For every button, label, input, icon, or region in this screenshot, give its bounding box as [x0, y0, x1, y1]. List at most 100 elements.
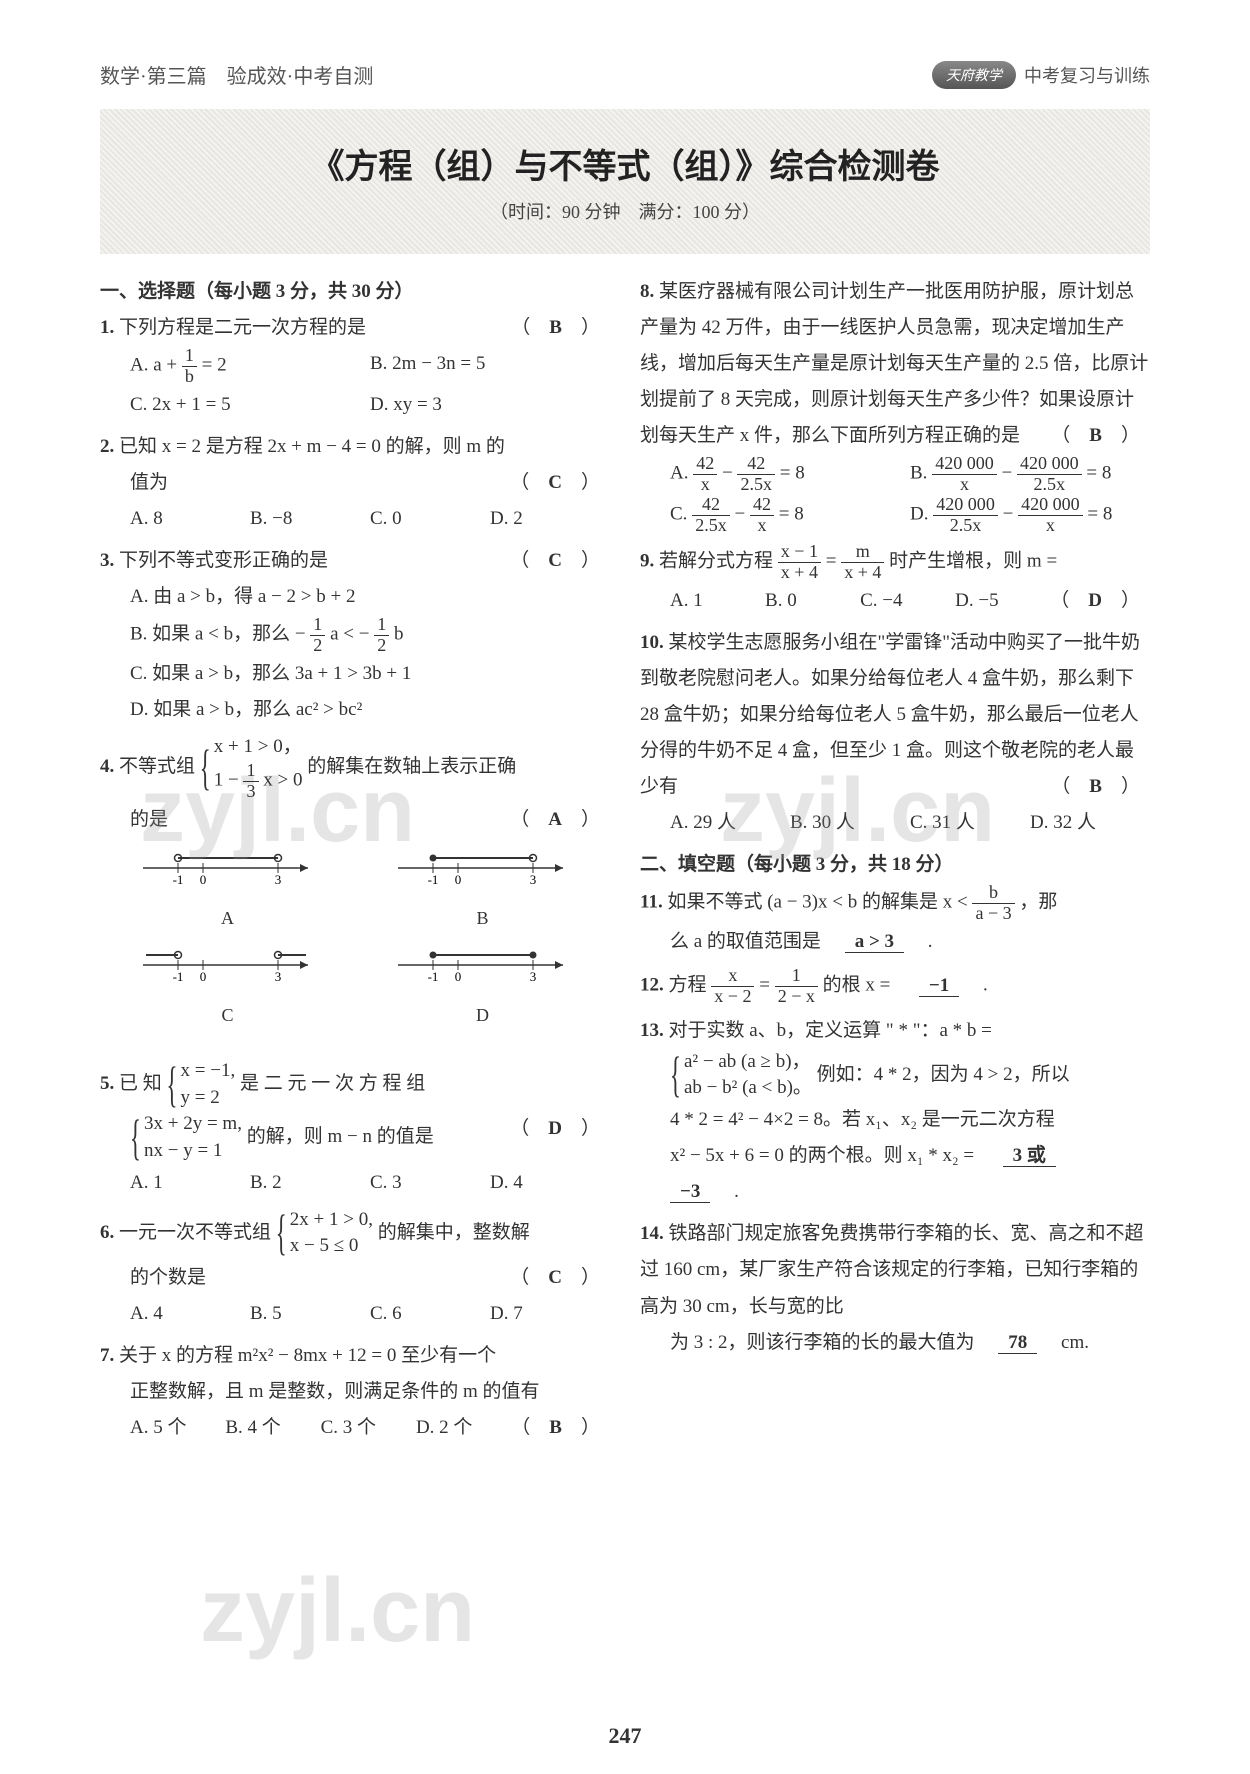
- q2-optC: C. 0: [370, 501, 490, 537]
- q8-optC: C. 422.5x − 42x = 8: [670, 495, 910, 536]
- q8-num: 8.: [640, 281, 654, 302]
- q5-pre: 已 知: [119, 1073, 167, 1094]
- q10-optD: D. 32 人: [1030, 805, 1150, 841]
- q2-num: 2.: [100, 436, 114, 457]
- q11-text2-pre: 么 a 的取值范围是: [670, 931, 840, 952]
- svg-text:-1: -1: [427, 872, 438, 887]
- q6-sys: 2x + 1 > 0, x − 5 ≤ 0: [276, 1207, 373, 1260]
- q13-sys: a² − ab (a ≥ b)， ab − b² (a < b)。: [670, 1049, 812, 1102]
- q6-text2: 的个数是: [130, 1267, 206, 1288]
- question-1: 1. 下列方程是二元一次方程的是 （ B ） A. a + 1b = 2 B. …: [100, 310, 610, 423]
- question-3: 3. 下列不等式变形正确的是 （ C ） A. 由 a > b，得 a − 2 …: [100, 543, 610, 728]
- q1-optB: B. 2m − 3n = 5: [370, 346, 610, 387]
- q5-answer: （ D ）: [510, 1111, 600, 1147]
- q9-optB: B. 0: [765, 583, 860, 619]
- svg-text:0: 0: [454, 969, 461, 984]
- page-title: 《方程（组）与不等式（组）》综合检测卷: [120, 139, 1130, 188]
- q9-optA: A. 1: [670, 583, 765, 619]
- section-2-header: 二、填空题（每小题 3 分，共 18 分）: [640, 847, 1150, 883]
- q4-post: 的解集在数轴上表示正确: [307, 756, 516, 777]
- q13-num: 13.: [640, 1020, 664, 1041]
- question-14: 14. 铁路部门规定旅客免费携带行李箱的长、宽、高之和不超过 160 cm，某厂…: [640, 1216, 1150, 1360]
- q8-optA: A. 42x − 422.5x = 8: [670, 454, 910, 495]
- q10-options: A. 29 人 B. 30 人 C. 31 人 D. 32 人: [640, 805, 1150, 841]
- q2-optB: B. −8: [250, 501, 370, 537]
- q1-options: A. a + 1b = 2 B. 2m − 3n = 5 C. 2x + 1 =…: [100, 346, 610, 423]
- q1-optA: A. a + 1b = 2: [130, 346, 370, 387]
- header-right: 天府教学 中考复习与训练: [932, 61, 1150, 89]
- q7-optB: B. 4 个: [225, 1410, 320, 1446]
- q2-text2: 值为: [130, 472, 168, 493]
- q7-optA: A. 5 个: [130, 1410, 225, 1446]
- q2-answer: （ C ）: [510, 465, 600, 501]
- q3-optB: B. 如果 a < b，那么 − 12 a < − 12 b: [100, 615, 610, 656]
- q3-optD: D. 如果 a > b，那么 ac² > bc²: [100, 692, 610, 728]
- svg-text:-1: -1: [427, 969, 438, 984]
- q1-answer: （ B ）: [511, 310, 600, 346]
- q10-answer: （ B ）: [1051, 769, 1140, 805]
- q6-answer: （ C ）: [510, 1260, 600, 1296]
- question-9: 9. 若解分式方程 x − 1x + 4 = mx + 4 时产生增根，则 m …: [640, 542, 1150, 619]
- q7-text2: 正整数解，且 m 是整数，则满足条件的 m 的值有: [100, 1374, 610, 1410]
- q9-optC: C. −4: [860, 583, 955, 619]
- svg-text:-1: -1: [172, 872, 183, 887]
- q9-options: A. 1 B. 0 C. −4 D. −5: [640, 583, 1050, 619]
- q1-optC: C. 2x + 1 = 5: [130, 387, 370, 423]
- svg-text:3: 3: [274, 872, 281, 887]
- q4-nl-C: -103 C: [113, 945, 343, 1032]
- q1-optD: D. xy = 3: [370, 387, 610, 423]
- question-11: 11. 如果不等式 (a − 3)x < b 的解集是 x < ba − 3 ，…: [640, 883, 1150, 960]
- q5-sys1: x = −1, y = 2: [167, 1058, 236, 1111]
- q5-post: 的解，则 m − n 的值是: [247, 1126, 434, 1147]
- q5-num: 5.: [100, 1073, 114, 1094]
- q14-text2-post: cm.: [1042, 1332, 1089, 1353]
- q6-optA: A. 4: [130, 1296, 250, 1332]
- q7-num: 7.: [100, 1345, 114, 1366]
- q7-answer: （ B ）: [511, 1410, 600, 1446]
- brand-logo: 天府教学: [932, 61, 1016, 89]
- q3-optC: C. 如果 a > b，那么 3a + 1 > 3b + 1: [100, 656, 610, 692]
- q8-answer: （ B ）: [1051, 418, 1140, 454]
- q13-text2: 4 * 2 = 4² − 4×2 = 8。若 x₁、x₂ 是一元二次方程: [640, 1102, 1150, 1138]
- page-subtitle: （时间：90 分钟 满分：100 分）: [120, 198, 1130, 224]
- q7-optC: C. 3 个: [321, 1410, 416, 1446]
- q13-text3-post: .: [715, 1181, 739, 1202]
- question-8: 8. 某医疗器械有限公司计划生产一批医用防护服，原计划总产量为 42 万件，由于…: [640, 274, 1150, 536]
- q6-pre: 一元一次不等式组: [119, 1222, 276, 1243]
- q13-post1: 例如：4 * 2，因为 4 > 2，所以: [817, 1064, 1070, 1085]
- question-4: 4. 不等式组 x + 1 > 0， 1 − 13 x > 0 的解集在数轴上表…: [100, 734, 610, 1052]
- q4-text2: 的是: [130, 809, 168, 830]
- q11-answer: a > 3: [845, 931, 904, 953]
- q7-optD: D. 2 个: [416, 1410, 511, 1446]
- q11-post: ，那: [1019, 892, 1057, 913]
- svg-text:3: 3: [274, 969, 281, 984]
- q5-optB: B. 2: [250, 1165, 370, 1201]
- header-left: 数学·第三篇 验成效·中考自测: [100, 60, 373, 89]
- q4-answer: （ A ）: [510, 802, 600, 838]
- question-12: 12. 方程 xx − 2 = 12 − x 的根 x = −1 .: [640, 966, 1150, 1007]
- q9-pre: 若解分式方程: [659, 551, 778, 572]
- q12-tail: .: [964, 975, 988, 996]
- title-banner: 《方程（组）与不等式（组）》综合检测卷 （时间：90 分钟 满分：100 分）: [100, 109, 1150, 254]
- q5-optD: D. 4: [490, 1165, 610, 1201]
- q6-options: A. 4 B. 5 C. 6 D. 7: [100, 1296, 610, 1332]
- page-header: 数学·第三篇 验成效·中考自测 天府教学 中考复习与训练: [100, 60, 1150, 89]
- q1-text: 下列方程是二元一次方程的是: [119, 317, 366, 338]
- q10-optA: A. 29 人: [670, 805, 790, 841]
- q14-answer: 78: [998, 1332, 1037, 1354]
- q12-answer: −1: [919, 975, 959, 997]
- svg-text:3: 3: [529, 969, 536, 984]
- q1-num: 1.: [100, 317, 114, 338]
- q10-optC: C. 31 人: [910, 805, 1030, 841]
- question-6: 6. 一元一次不等式组 2x + 1 > 0, x − 5 ≤ 0 的解集中，整…: [100, 1207, 610, 1332]
- q13-text3-pre: x² − 5x + 6 = 0 的两个根。则 x₁ * x₂ =: [670, 1145, 998, 1166]
- q6-optD: D. 7: [490, 1296, 610, 1332]
- q4-nl-B: -103 B: [368, 848, 598, 935]
- q9-num: 9.: [640, 551, 654, 572]
- q8-options: A. 42x − 422.5x = 8 B. 420 000x − 420 00…: [640, 454, 1150, 535]
- q12-post: 的根 x =: [823, 975, 914, 996]
- q4-pre: 不等式组: [119, 756, 200, 777]
- q11-num: 11.: [640, 892, 663, 913]
- q12-pre: 方程: [669, 975, 712, 996]
- content-columns: 一、选择题（每小题 3 分，共 30 分） 1. 下列方程是二元一次方程的是 （…: [100, 274, 1150, 1452]
